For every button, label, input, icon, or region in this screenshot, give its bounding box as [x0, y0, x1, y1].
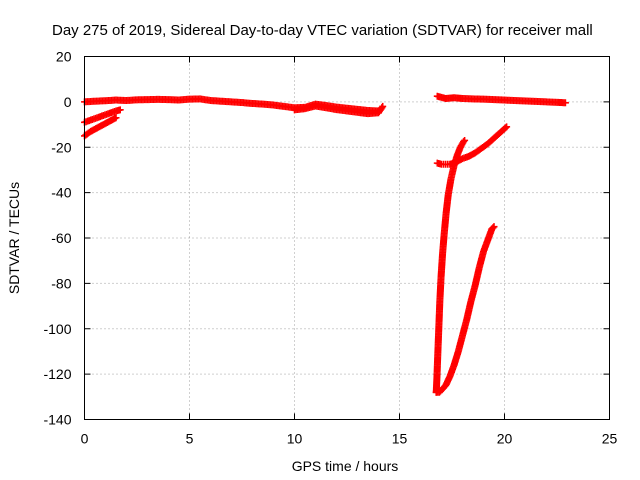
data-point [490, 223, 498, 231]
data-point [489, 224, 497, 232]
y-tick-label: -100 [43, 321, 71, 337]
x-tick-label: 20 [497, 431, 513, 447]
y-tick-label: -80 [51, 275, 71, 291]
data-point [503, 123, 511, 131]
series-arc-3 [81, 114, 120, 140]
series-arc-2 [81, 106, 124, 126]
data-point [461, 136, 469, 144]
data-point [116, 106, 124, 114]
x-axis-label: GPS time / hours [292, 458, 399, 474]
axis-ticks: 0 5 10 15 20 25 20 0 -20 -40 -60 -80 -100 -120 -140 [43, 49, 617, 447]
y-tick-label: 0 [64, 94, 72, 110]
y-tick-label: -60 [51, 230, 71, 246]
series-arc-4 [433, 92, 569, 107]
y-tick-label: 20 [56, 49, 72, 65]
y-tick-label: -120 [43, 366, 71, 382]
data-point [460, 138, 468, 146]
y-axis-label: SDTVAR / TECUs [6, 182, 22, 294]
data-point [502, 124, 510, 132]
chart-title: Day 275 of 2019, Sidereal Day-to-day VTE… [52, 22, 593, 39]
y-tick-label: -140 [43, 412, 71, 428]
x-tick-label: 5 [186, 431, 194, 447]
x-tick-label: 10 [287, 431, 303, 447]
data-point [378, 104, 386, 112]
plot-frame [84, 56, 610, 420]
x-tick-label: 15 [392, 431, 408, 447]
y-tick-label: -40 [51, 185, 71, 201]
grid [84, 56, 610, 420]
y-tick-label: -20 [51, 139, 71, 155]
series-arc-1-lower [291, 102, 387, 118]
data-points [81, 92, 569, 396]
data-point [561, 99, 569, 107]
data-point [379, 102, 387, 110]
x-tick-label: 0 [81, 431, 89, 447]
x-tick-label: 25 [602, 431, 618, 447]
series-arc-7 [432, 223, 498, 396]
series-arc-6 [432, 136, 469, 396]
data-point [112, 114, 120, 122]
series-arc-5 [433, 123, 511, 168]
